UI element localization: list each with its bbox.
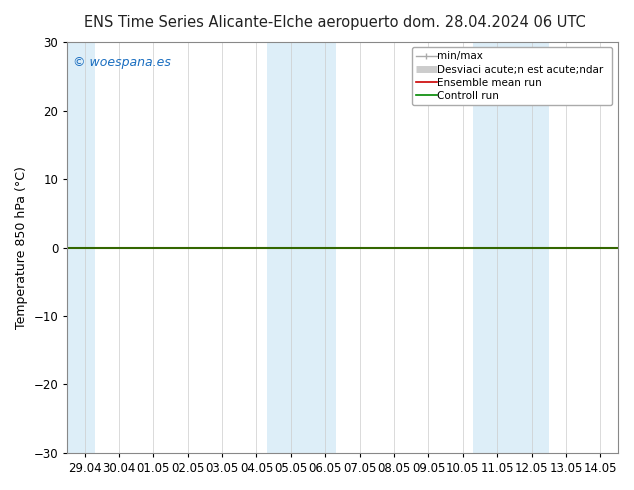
Y-axis label: Temperature 850 hPa (°C): Temperature 850 hPa (°C) [15,166,28,329]
Text: dom. 28.04.2024 06 UTC: dom. 28.04.2024 06 UTC [403,15,586,30]
Bar [67,42,95,453]
Text: © woespana.es: © woespana.es [73,56,171,70]
Text: ENS Time Series Alicante-Elche aeropuerto: ENS Time Series Alicante-Elche aeropuert… [84,15,398,30]
Bar [267,42,335,453]
Bar [473,42,549,453]
Legend: min/max, Desviaci acute;n est acute;ndar, Ensemble mean run, Controll run: min/max, Desviaci acute;n est acute;ndar… [411,47,612,105]
